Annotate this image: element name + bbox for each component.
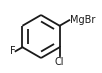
Text: F: F [9,46,15,56]
Text: Cl: Cl [55,57,64,67]
Text: MgBr: MgBr [70,15,95,25]
